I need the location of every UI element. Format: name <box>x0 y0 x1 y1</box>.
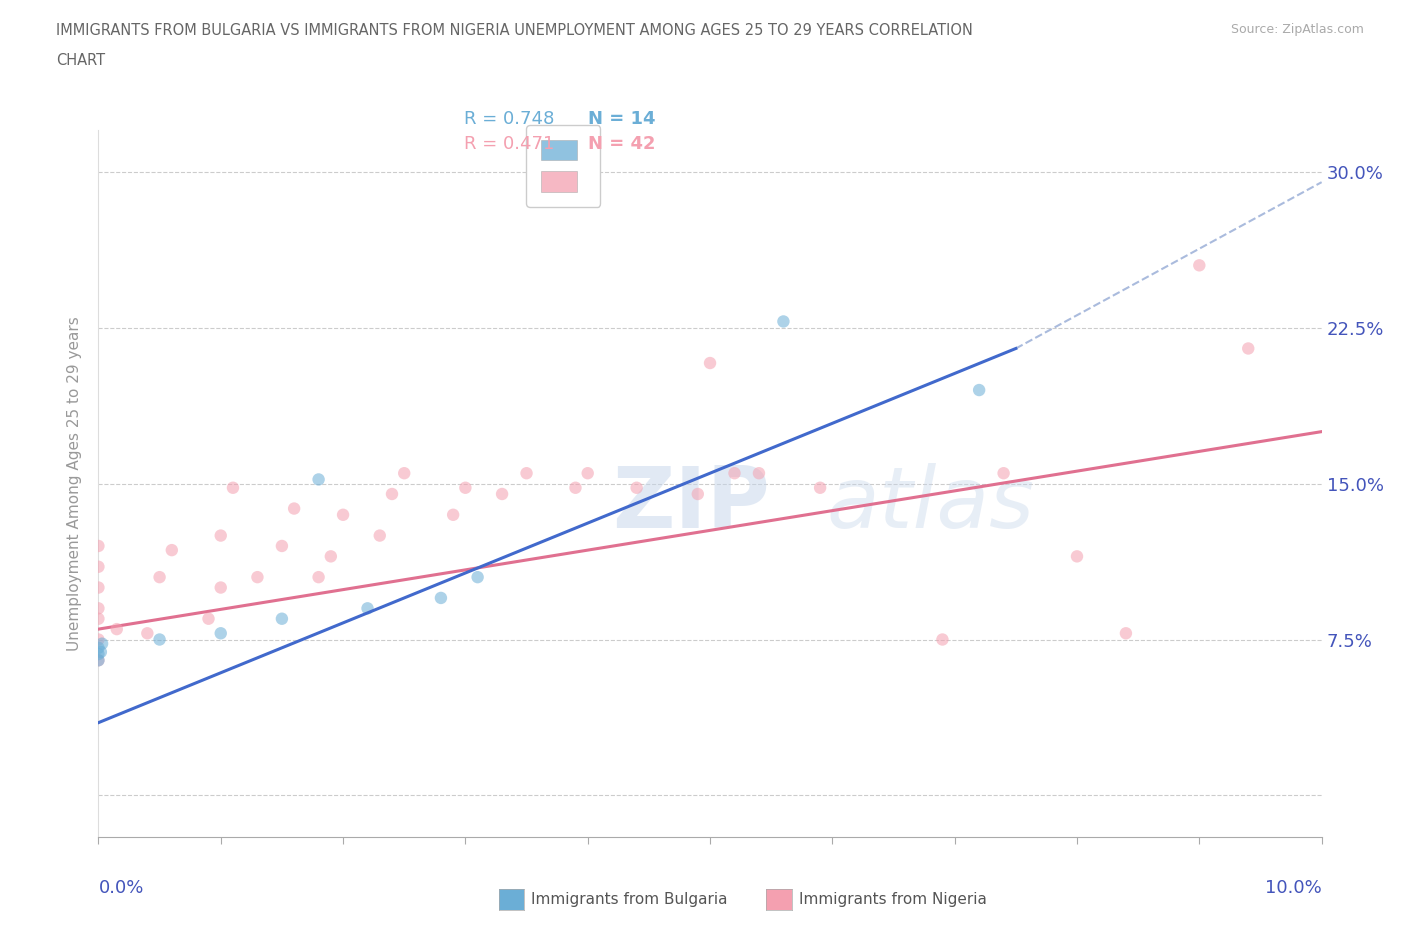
Point <box>197 611 219 626</box>
Text: 0.0%: 0.0% <box>98 880 143 897</box>
Point <box>1115 626 1137 641</box>
Point <box>270 611 294 626</box>
Legend: , : , <box>526 126 600 206</box>
Point <box>209 580 232 595</box>
Point <box>222 480 245 495</box>
Point <box>91 636 114 651</box>
Point <box>686 486 709 501</box>
Text: ZIP: ZIP <box>612 463 770 546</box>
Point <box>149 632 172 647</box>
Point <box>308 570 330 585</box>
Point <box>931 632 953 647</box>
Point <box>430 591 453 605</box>
Point <box>87 580 110 595</box>
Y-axis label: Unemployment Among Ages 25 to 29 years: Unemployment Among Ages 25 to 29 years <box>67 316 83 651</box>
Point <box>772 314 794 329</box>
Point <box>270 538 294 553</box>
Point <box>209 528 232 543</box>
Text: N = 42: N = 42 <box>588 135 655 153</box>
Text: IMMIGRANTS FROM BULGARIA VS IMMIGRANTS FROM NIGERIA UNEMPLOYMENT AMONG AGES 25 T: IMMIGRANTS FROM BULGARIA VS IMMIGRANTS F… <box>56 23 973 38</box>
Point <box>136 626 159 641</box>
Point <box>699 355 721 370</box>
Point <box>467 570 489 585</box>
Point <box>441 508 464 523</box>
Text: CHART: CHART <box>56 53 105 68</box>
Text: R = 0.748: R = 0.748 <box>464 110 554 128</box>
Point <box>319 549 342 564</box>
Point <box>160 543 183 558</box>
Point <box>967 382 990 397</box>
Point <box>87 538 110 553</box>
Point <box>381 486 404 501</box>
Point <box>87 601 110 616</box>
Point <box>105 621 128 636</box>
Text: N = 14: N = 14 <box>588 110 655 128</box>
Point <box>392 466 416 481</box>
Point <box>356 601 378 616</box>
Point <box>87 632 110 647</box>
Point <box>246 570 269 585</box>
Point <box>723 466 745 481</box>
Point <box>748 466 770 481</box>
Point <box>626 480 648 495</box>
Point <box>516 466 538 481</box>
Point <box>87 646 110 661</box>
Point <box>90 644 112 659</box>
Point <box>308 472 330 487</box>
Point <box>454 480 477 495</box>
Text: 10.0%: 10.0% <box>1265 880 1322 897</box>
Point <box>1066 549 1088 564</box>
Point <box>808 480 831 495</box>
Point <box>1188 258 1211 272</box>
Text: Immigrants from Bulgaria: Immigrants from Bulgaria <box>531 892 728 907</box>
Point <box>576 466 599 481</box>
Point <box>993 466 1015 481</box>
Point <box>87 611 110 626</box>
Point <box>87 653 110 668</box>
Point <box>1237 341 1260 356</box>
Text: atlas: atlas <box>827 463 1035 546</box>
Text: R = 0.471: R = 0.471 <box>464 135 554 153</box>
Point <box>87 641 110 656</box>
Text: Source: ZipAtlas.com: Source: ZipAtlas.com <box>1230 23 1364 36</box>
Point <box>87 653 110 668</box>
Point <box>283 501 305 516</box>
Point <box>149 570 172 585</box>
Point <box>209 626 232 641</box>
Text: Immigrants from Nigeria: Immigrants from Nigeria <box>799 892 987 907</box>
Point <box>368 528 391 543</box>
Point <box>87 559 110 574</box>
Point <box>491 486 513 501</box>
Point <box>332 508 354 523</box>
Point <box>564 480 586 495</box>
